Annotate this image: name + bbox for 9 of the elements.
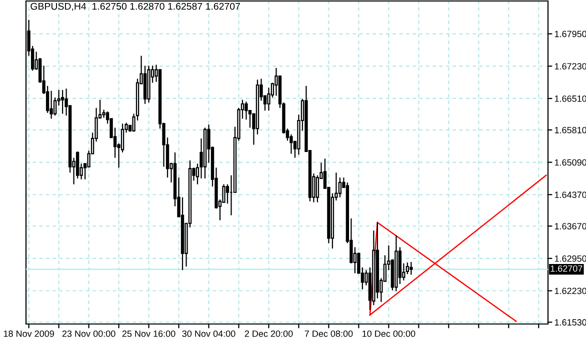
x-tick-label: 25 Nov 16:00 (122, 330, 176, 337)
x-tick-label: 7 Dec 08:00 (304, 330, 353, 337)
ref-line-label: 1.62707 (550, 265, 582, 272)
x-tick-label: 30 Nov 04:00 (182, 330, 236, 337)
x-tick-label: 2 Dec 20:00 (244, 330, 293, 337)
x-tick-label: 10 Dec 00:00 (362, 330, 416, 337)
chart-title: GBPUSD,H4 1.62750 1.62870 1.62587 1.62707 (30, 2, 240, 11)
x-tick-label: 18 Nov 2009 (4, 330, 54, 337)
x-tick-label: 23 Nov 00:00 (62, 330, 116, 337)
